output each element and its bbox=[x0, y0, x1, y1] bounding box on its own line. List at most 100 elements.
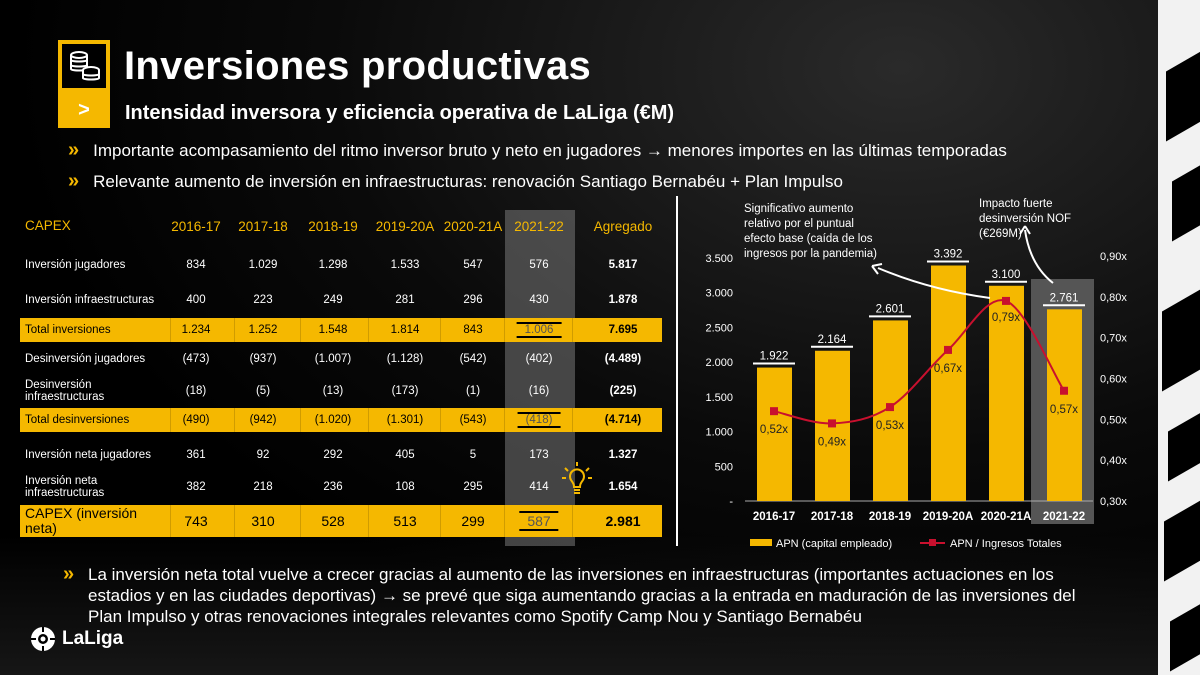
right-axis-tick: 0,40x bbox=[1100, 455, 1127, 467]
table-cell: (473) bbox=[182, 353, 210, 365]
table-header: CAPEX 2016-17 2017-18 2018-19 2019-20A 2020-2… bbox=[20, 215, 662, 237]
ratio-label: 0,79x bbox=[992, 312, 1020, 324]
table-cell: (4.714) bbox=[604, 414, 642, 426]
table-row: Total inversiones 1.234 1.252 1.548 1.814 843… bbox=[20, 318, 662, 342]
table-cell: 1.029 bbox=[248, 259, 278, 271]
table-cell: (1.007) bbox=[314, 353, 352, 365]
table-cell: 414 bbox=[529, 481, 549, 493]
table-cell: 1.878 bbox=[608, 294, 638, 306]
annotation-arrow bbox=[1024, 229, 1054, 284]
chevron-icon: » bbox=[68, 170, 80, 192]
column-header: 2018-19 bbox=[308, 218, 358, 234]
table-row: Desinversión infraestructuras (18) (5) (13)… bbox=[20, 376, 662, 406]
legend-line-label: APN / Ingresos Totales bbox=[950, 538, 1062, 550]
table-cell: 5.817 bbox=[608, 259, 638, 271]
bar-label: 2.164 bbox=[818, 334, 847, 346]
table-cell: 1.533 bbox=[390, 259, 420, 271]
table-cell: 5 bbox=[469, 449, 477, 461]
legend-line-marker bbox=[929, 539, 936, 546]
ratio-label: 0,49x bbox=[818, 436, 846, 448]
left-axis-tick: 500 bbox=[715, 461, 733, 473]
ratio-marker bbox=[828, 419, 836, 428]
table-cell: 528 bbox=[321, 513, 345, 529]
left-axis-tick: 1.000 bbox=[705, 427, 733, 439]
left-axis-tick: 3.000 bbox=[705, 288, 733, 300]
table-cell: 382 bbox=[186, 481, 206, 493]
left-axis-tick: 1.500 bbox=[705, 392, 733, 404]
ratio-label: 0,52x bbox=[760, 424, 788, 436]
arrow-icon: > bbox=[78, 99, 90, 121]
row-label: Total inversiones bbox=[25, 324, 111, 336]
table-cell: 236 bbox=[323, 481, 343, 493]
background-shade bbox=[0, 535, 1200, 675]
ratio-marker bbox=[1060, 386, 1068, 395]
table-cell: (942) bbox=[249, 414, 277, 426]
table-cell: 108 bbox=[395, 481, 415, 493]
table-row: Inversión neta jugadores 361 92 292 405 5 173 1… bbox=[20, 440, 662, 470]
table-cell: 405 bbox=[395, 449, 415, 461]
bar-label: 2.601 bbox=[876, 303, 905, 315]
table-cell: 1.327 bbox=[608, 449, 638, 461]
table-cell: (13) bbox=[322, 385, 344, 397]
table-cell: 1.006 bbox=[516, 322, 562, 338]
column-header: CAPEX bbox=[25, 218, 71, 233]
legend-bar-label: APN (capital empleado) bbox=[776, 538, 892, 550]
ratio-label: 0,57x bbox=[1050, 404, 1078, 416]
bullet-text: Relevante aumento de inversión en infrae… bbox=[93, 171, 844, 191]
table-cell: (543) bbox=[459, 414, 487, 426]
bar bbox=[989, 285, 1024, 501]
table-cell: (937) bbox=[249, 353, 277, 365]
annotation-nof: Impacto fuerte desinversión NOF (€269M) bbox=[979, 198, 1071, 240]
x-tick-label: 2018-19 bbox=[869, 511, 911, 523]
bullet-text: Importante acompasamiento del ritmo inve… bbox=[93, 140, 1007, 160]
table-cell: 743 bbox=[184, 513, 208, 529]
right-axis-tick: 0,90x bbox=[1100, 251, 1127, 263]
annotation-base-effect: Significativo aumento relativo por el pun… bbox=[744, 203, 877, 260]
chevron-icon: » bbox=[63, 563, 75, 585]
arrow-head-icon bbox=[1019, 225, 1031, 235]
table-cell: (418) bbox=[517, 412, 561, 428]
table-cell: 292 bbox=[323, 449, 343, 461]
coins-icon bbox=[62, 44, 106, 88]
row-label: Desinversión jugadores bbox=[25, 353, 146, 365]
legend-bar-swatch bbox=[750, 539, 772, 546]
right-axis-tick: 0,30x bbox=[1100, 496, 1127, 508]
table-cell: (490) bbox=[182, 414, 210, 426]
ratio-marker bbox=[1002, 296, 1010, 305]
table-cell: 576 bbox=[529, 259, 549, 271]
row-label: Inversión infraestructuras bbox=[25, 294, 155, 306]
table-row: Total desinversiones (490) (942) (1.020) (1.… bbox=[20, 408, 662, 432]
table-cell: 1.298 bbox=[318, 259, 348, 271]
lightbulb-icon bbox=[560, 460, 594, 505]
table-row: Inversión neta infraestructuras 382 218 236… bbox=[20, 472, 662, 502]
table-cell: 1.654 bbox=[608, 481, 638, 493]
column-header: 2021-22 bbox=[514, 218, 564, 234]
table-row: CAPEX (inversión neta) 743 310 528 513 299 587… bbox=[20, 505, 662, 537]
table-cell: (1) bbox=[465, 385, 481, 397]
table-cell: 400 bbox=[186, 294, 206, 306]
divider bbox=[676, 196, 678, 546]
table-cell: 249 bbox=[323, 294, 343, 306]
table-cell: 361 bbox=[186, 449, 206, 461]
conclusion-paragraph: La inversión neta total vuelve a crecer … bbox=[88, 565, 1076, 626]
table-cell: (4.489) bbox=[604, 353, 642, 365]
table-cell: (18) bbox=[185, 385, 207, 397]
arrow-head-icon bbox=[871, 263, 883, 275]
ratio-marker bbox=[944, 345, 952, 354]
apn-chart: - 500 1.000 1.500 2.000 2.500 3.000 3.500 0,30x 0… bbox=[705, 198, 1127, 550]
table-cell: 1.234 bbox=[181, 324, 211, 336]
x-tick-label: 2020-21A bbox=[981, 511, 1032, 523]
bar-label: 3.100 bbox=[992, 269, 1021, 281]
left-axis-tick: 2.000 bbox=[705, 357, 733, 369]
table-cell: (1.301) bbox=[386, 414, 424, 426]
ratio-marker bbox=[886, 403, 894, 412]
left-axis-tick: - bbox=[729, 496, 733, 508]
column-header: 2017-18 bbox=[238, 218, 288, 234]
table-cell: (5) bbox=[255, 385, 271, 397]
right-axis-tick: 0,60x bbox=[1100, 374, 1127, 386]
table-cell: 281 bbox=[395, 294, 415, 306]
laliga-logo: LaLiga bbox=[30, 626, 123, 652]
table-cell: 92 bbox=[256, 449, 270, 461]
bar-label: 1.922 bbox=[760, 351, 789, 363]
bar bbox=[757, 367, 792, 501]
